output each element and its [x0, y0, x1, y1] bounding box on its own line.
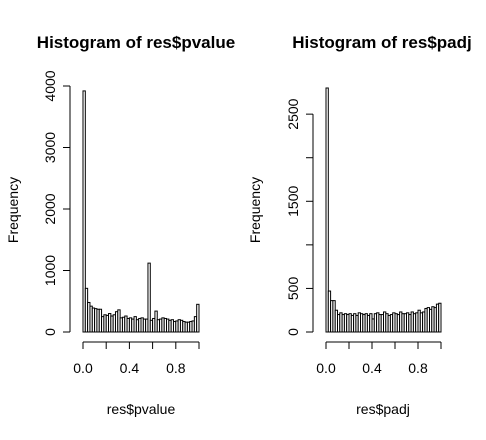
x-tick-label: 0.4 [362, 360, 382, 376]
x-axis-label-pvalue: res$pvalue [107, 401, 176, 417]
x-tick-label: 0.0 [316, 360, 336, 376]
x-tick-label: 0.8 [408, 360, 428, 376]
y-tick-label: 3000 [42, 132, 58, 163]
x-tick-label: 0.4 [120, 360, 140, 376]
x-tick-label: 0.8 [166, 360, 186, 376]
histogram-panel-padj: Histogram of res$padj res$padj Frequency… [247, 33, 472, 417]
y-axis-pvalue: 0 1000 2000 3000 4000 [42, 70, 71, 336]
histogram-bar [196, 303, 200, 333]
histogram-bar [325, 87, 329, 333]
x-axis-label-padj: res$padj [356, 401, 410, 417]
chart-title-padj: Histogram of res$padj [292, 33, 472, 52]
y-tick-label: 1000 [42, 255, 58, 286]
y-tick-label: 2000 [42, 193, 58, 224]
y-tick-label: 4000 [42, 70, 58, 101]
y-tick-label: 500 [285, 277, 301, 301]
histogram-bar [147, 262, 151, 333]
x-axis-padj: 0.0 0.4 0.8 [316, 341, 442, 376]
histogram-bars-pvalue [82, 90, 200, 333]
y-axis-label-pvalue: Frequency [5, 177, 21, 243]
y-tick-label: 0 [42, 328, 58, 336]
y-axis-label-padj: Frequency [247, 177, 263, 243]
x-axis-pvalue: 0.0 0.4 0.8 [73, 341, 200, 376]
y-tick-label: 1500 [285, 186, 301, 217]
y-axis-padj: 0 500 1500 2500 [285, 98, 314, 336]
y-tick-label: 0 [285, 328, 301, 336]
histogram-bars-padj [325, 87, 442, 333]
y-tick-label: 2500 [285, 98, 301, 129]
histogram-panel-pvalue: Histogram of res$pvalue res$pvalue Frequ… [5, 33, 235, 417]
histogram-bar [438, 302, 442, 333]
chart-title-pvalue: Histogram of res$pvalue [37, 33, 235, 52]
x-tick-label: 0.0 [73, 360, 93, 376]
histogram-bar [82, 90, 86, 333]
